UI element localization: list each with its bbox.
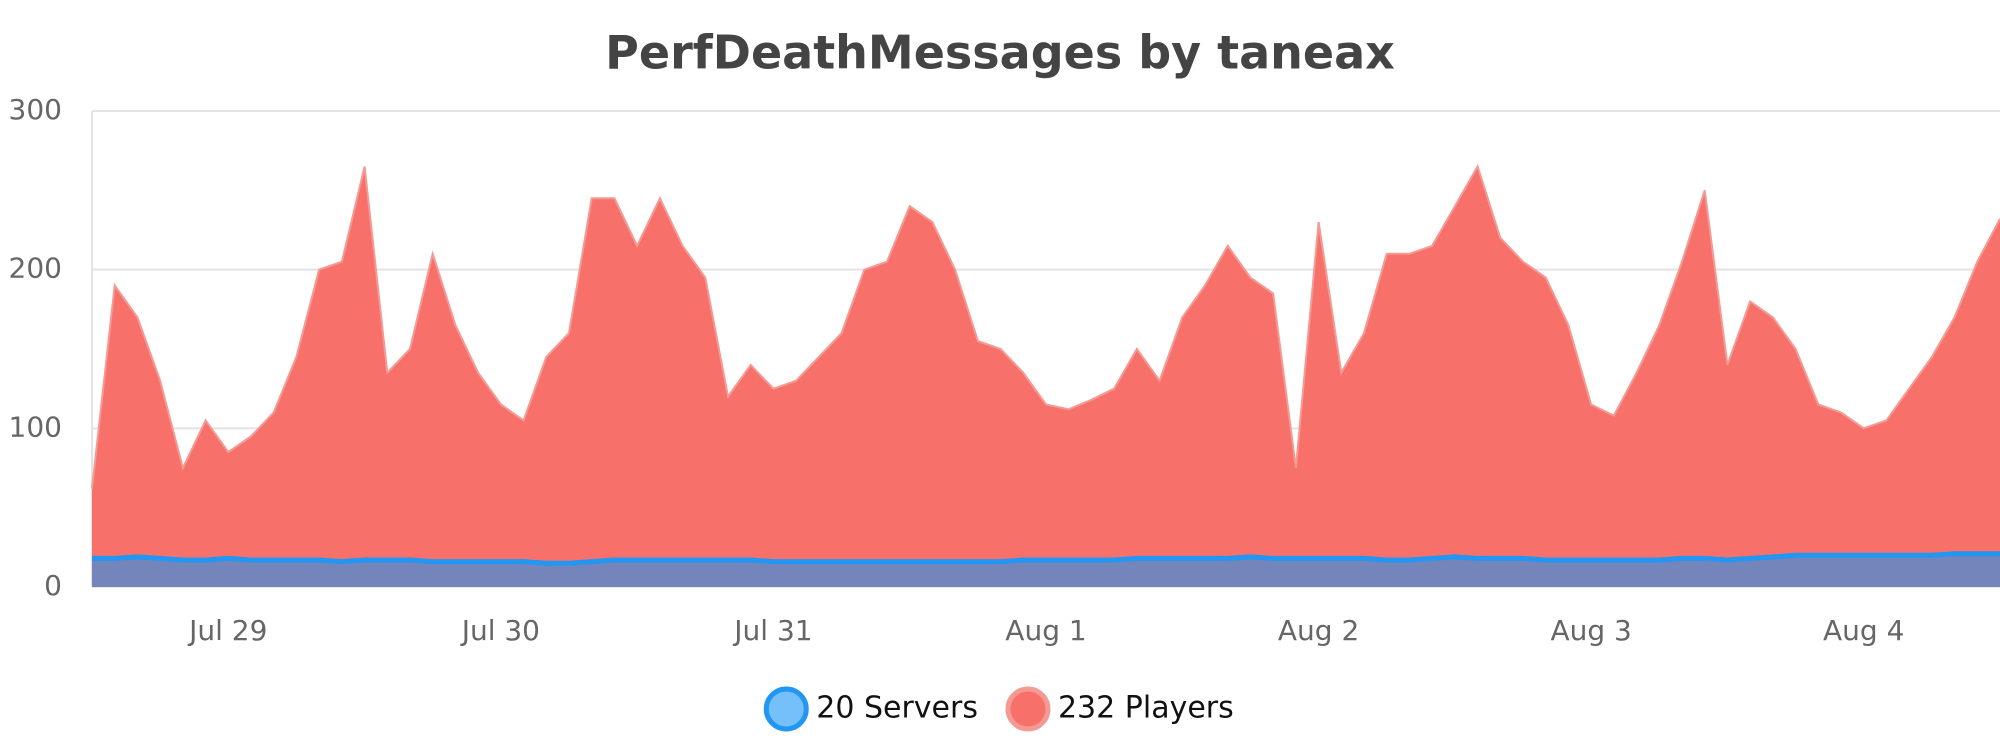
chart-title: PerfDeathMessages by taneax [605, 26, 1395, 80]
area-line [91, 164, 2000, 489]
x-tick-label: Aug 3 [1550, 614, 1631, 647]
y-tick-label: 100 [9, 410, 62, 443]
legend-marker [1005, 686, 1051, 732]
x-tick-label: Jul 31 [732, 614, 812, 647]
y-tick-label: 200 [9, 252, 62, 285]
x-tick-label: Aug 1 [1005, 614, 1086, 647]
area-fill [92, 553, 2000, 587]
x-tick-label: Jul 29 [187, 614, 267, 647]
x-tick-label: Jul 30 [460, 614, 540, 647]
x-tick-label: Aug 2 [1278, 614, 1359, 647]
area-line [92, 551, 2000, 566]
area-fill [92, 166, 2000, 587]
y-tick-label: 0 [44, 569, 62, 602]
y-tick-label: 300 [9, 93, 62, 126]
legend-marker [763, 686, 809, 732]
legend-label: 232 Players [1058, 691, 1234, 726]
legend-label: 20 Servers [816, 691, 978, 726]
x-tick-label: Aug 4 [1823, 614, 1904, 647]
